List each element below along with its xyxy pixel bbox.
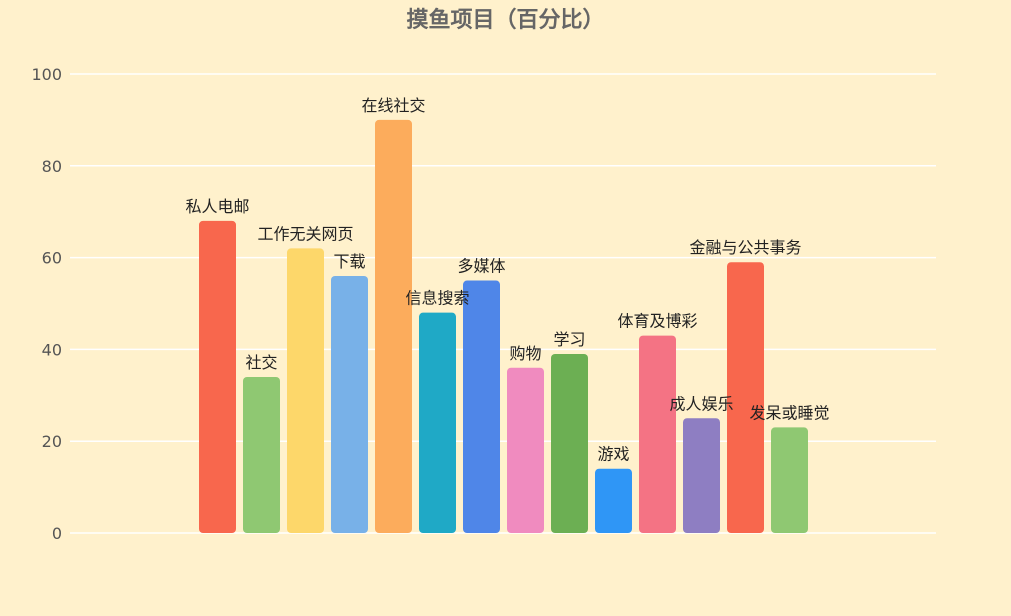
bar[interactable] <box>419 312 456 533</box>
bar-data-label: 在线社交 <box>361 96 425 115</box>
bar[interactable] <box>331 275 368 533</box>
bar-data-label: 购物 <box>509 344 541 363</box>
y-tick-label: 20 <box>42 432 62 451</box>
y-tick-label: 100 <box>31 65 62 84</box>
bar[interactable] <box>551 353 588 533</box>
bar-data-label: 成人娱乐 <box>669 394 733 413</box>
bar[interactable] <box>463 280 500 533</box>
chart-title: 摸鱼项目（百分比） <box>406 8 605 33</box>
bar-data-label: 信息搜索 <box>405 289 469 308</box>
y-tick-label: 40 <box>42 340 62 359</box>
bar-data-label: 学习 <box>553 330 585 349</box>
y-tick-label: 0 <box>52 524 62 543</box>
y-tick-label: 80 <box>42 157 62 176</box>
bar[interactable] <box>375 119 412 534</box>
bar-data-label: 金融与公共事务 <box>689 238 801 257</box>
bar[interactable] <box>595 468 632 533</box>
bar-data-label: 游戏 <box>597 445 629 464</box>
bar-data-label: 私人电邮 <box>185 197 249 216</box>
bar[interactable] <box>199 220 236 533</box>
bar[interactable] <box>639 335 676 533</box>
bar-data-label: 体育及博彩 <box>617 312 697 331</box>
bar[interactable] <box>683 418 720 533</box>
bar-data-label: 多媒体 <box>457 257 505 276</box>
bar-data-label: 发呆或睡觉 <box>749 403 829 422</box>
bar-data-label: 下载 <box>333 252 365 271</box>
y-tick-label: 60 <box>42 249 62 268</box>
bar[interactable] <box>727 262 764 533</box>
bar[interactable] <box>507 367 544 533</box>
bars <box>199 119 808 534</box>
bar[interactable] <box>287 248 324 534</box>
bar[interactable] <box>243 376 280 533</box>
bar-data-label: 工作无关网页 <box>257 224 353 243</box>
y-axis-ticks: 0 20 40 60 80 100 <box>31 65 62 543</box>
bar[interactable] <box>771 427 808 533</box>
bar-data-label: 社交 <box>245 353 277 372</box>
